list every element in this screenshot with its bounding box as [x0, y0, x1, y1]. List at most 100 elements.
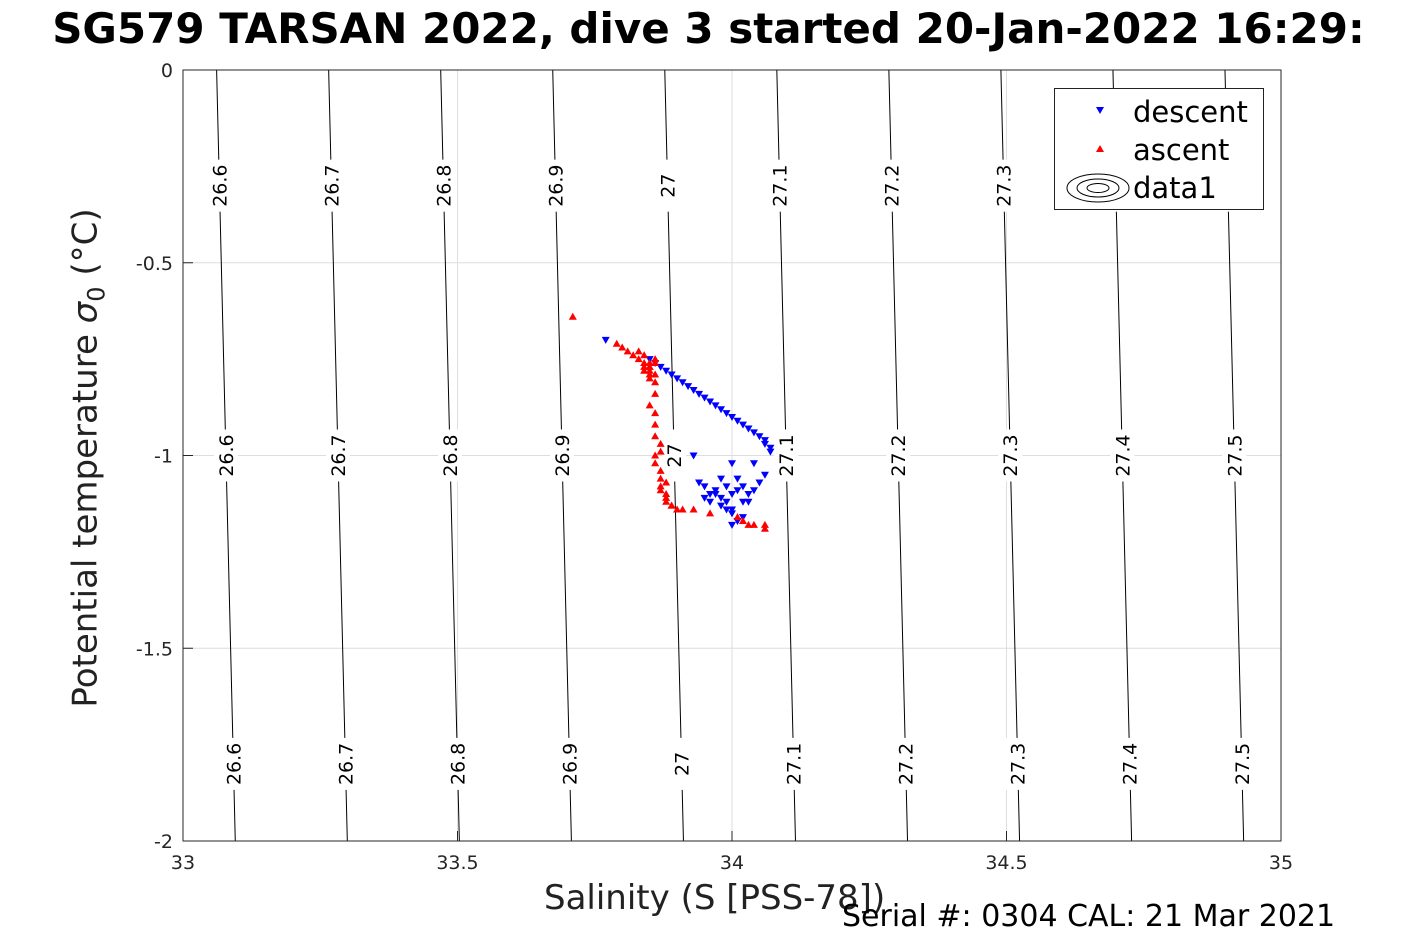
descent-point [695, 479, 704, 487]
x-tick-label: 33 [171, 852, 195, 874]
y-tick-label: -1.5 [136, 638, 173, 660]
contour-line [1337, 70, 1356, 841]
y-axis-label-main: Potential temperature [65, 323, 106, 708]
ascent-point [749, 520, 758, 528]
contour-label: 27.5 [1224, 434, 1246, 476]
descent-point [722, 506, 731, 514]
contour-label-bg [991, 159, 1016, 212]
descent-point [728, 521, 736, 529]
descent-point [717, 502, 726, 510]
descent-point [684, 383, 693, 391]
ascent-point [640, 358, 649, 366]
contour-label-bg [781, 737, 806, 790]
contour-label: 26.8 [433, 164, 455, 206]
contour-label: 27.1 [776, 434, 798, 476]
legend-label-ascent: ascent [1133, 133, 1230, 167]
ascent-point [651, 409, 660, 417]
contour-label: 27 [664, 443, 686, 467]
descent-point [717, 475, 726, 483]
contour-label-bg [207, 159, 232, 212]
ascent-point [662, 493, 671, 501]
contour-label: 26.7 [335, 743, 357, 785]
contour-label-bg [1110, 429, 1135, 482]
ascent-point [738, 517, 747, 525]
descent-point [711, 491, 720, 499]
descent-point [728, 460, 736, 468]
legend: descent ascent data1 [1054, 88, 1264, 210]
contour-label-bg [767, 159, 792, 212]
ascent-point [656, 466, 665, 474]
ascent-point [656, 474, 665, 482]
serial-calibration-note: Serial #: 0304 CAL: 21 Mar 2021 [842, 899, 1336, 934]
contour-label-bg [431, 159, 456, 212]
contour-label: 27.1 [784, 743, 806, 785]
y-axis-label: Potential temperature σ0 (°C) [66, 208, 111, 707]
ascent-point [645, 370, 654, 378]
descent-point [738, 483, 747, 491]
legend-item-data1: data1 [1055, 169, 1263, 205]
ascent-point [744, 520, 753, 528]
y-axis-label-sub: 0 [82, 286, 111, 302]
ascent-point [678, 505, 687, 513]
descent-point [733, 475, 742, 483]
ascent-point [689, 505, 698, 513]
ascent-point [645, 358, 654, 366]
descent-point [706, 491, 715, 499]
descent-point [722, 498, 731, 506]
x-tick-label: 34 [720, 852, 744, 874]
contour-ellipses-icon [1066, 173, 1130, 203]
contour-label-bg [213, 429, 238, 482]
ascent-point [645, 366, 654, 374]
y-tick-label: -1 [154, 446, 173, 468]
ascent-point [656, 486, 665, 494]
descent-point [728, 506, 736, 514]
descent-point [706, 498, 715, 506]
contour-label-bg [662, 429, 687, 482]
contour-label: 27.3 [994, 164, 1016, 206]
contour-label-bg [543, 159, 568, 212]
contour-label-bg [655, 159, 680, 212]
contour-label: 26.9 [552, 434, 574, 476]
contour-label: 27.2 [882, 164, 904, 206]
ascent-point [733, 513, 742, 521]
ascent-point [640, 366, 649, 374]
contour-label-bg [1117, 737, 1142, 790]
contour-label-bg [325, 429, 350, 482]
descent-point [706, 398, 715, 406]
ascent-point [760, 524, 769, 532]
descent-point [728, 413, 736, 421]
contour-label-bg [221, 737, 246, 790]
ascent-point [667, 501, 676, 509]
ascent-point [645, 362, 654, 370]
contour-label-bg [319, 159, 344, 212]
contour-label: 27.2 [888, 434, 910, 476]
triangle-down-icon [1096, 107, 1104, 114]
contour-label-bg [550, 429, 575, 482]
contour-label: 26.6 [216, 434, 238, 476]
axis-ticks: 33 33.5 34 34.5 35 0 -0.5 -1 -1.5 -2 [136, 60, 1293, 874]
ascent-point [623, 347, 632, 355]
ascent-point [645, 401, 654, 409]
contour-label: 27 [658, 174, 680, 198]
ascent-point [651, 370, 660, 378]
ascent-point [662, 497, 671, 505]
contour-label-bg [445, 737, 470, 790]
ascent-point [634, 347, 643, 355]
contour-label: 27.3 [1000, 434, 1022, 476]
y-axis-label-unit: (°C) [65, 208, 106, 287]
descent-point [733, 487, 742, 495]
contour-label: 27.4 [1112, 434, 1134, 476]
y-tick-label: -2 [154, 831, 173, 853]
ascent-point [651, 378, 660, 386]
descent-point [728, 510, 736, 518]
contour-label-bg [557, 737, 582, 790]
ascent-point [568, 312, 577, 320]
ascent-point [662, 478, 671, 486]
descent-point [744, 425, 753, 433]
ascent-point [640, 351, 649, 359]
x-tick-label: 33.5 [436, 852, 478, 874]
contour-label: 26.6 [209, 164, 231, 206]
ascent-point [651, 451, 660, 459]
contour-label-bg [669, 737, 694, 790]
ascent-point [640, 362, 649, 370]
